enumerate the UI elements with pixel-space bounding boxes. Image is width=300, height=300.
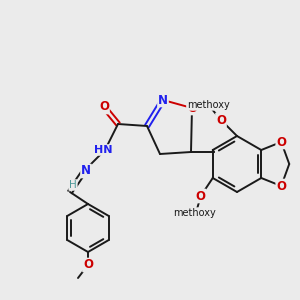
Text: O: O (83, 259, 93, 272)
Text: O: O (276, 136, 286, 148)
Text: O: O (276, 179, 286, 193)
Text: H: H (69, 180, 77, 190)
Text: O: O (99, 100, 109, 113)
Text: N: N (158, 94, 168, 106)
Text: O: O (216, 113, 226, 127)
Text: O: O (196, 190, 206, 202)
Text: N: N (81, 164, 91, 178)
Text: HN: HN (94, 145, 112, 155)
Text: O: O (187, 101, 197, 115)
Text: methoxy: methoxy (188, 100, 230, 110)
Text: methoxy: methoxy (173, 208, 216, 218)
